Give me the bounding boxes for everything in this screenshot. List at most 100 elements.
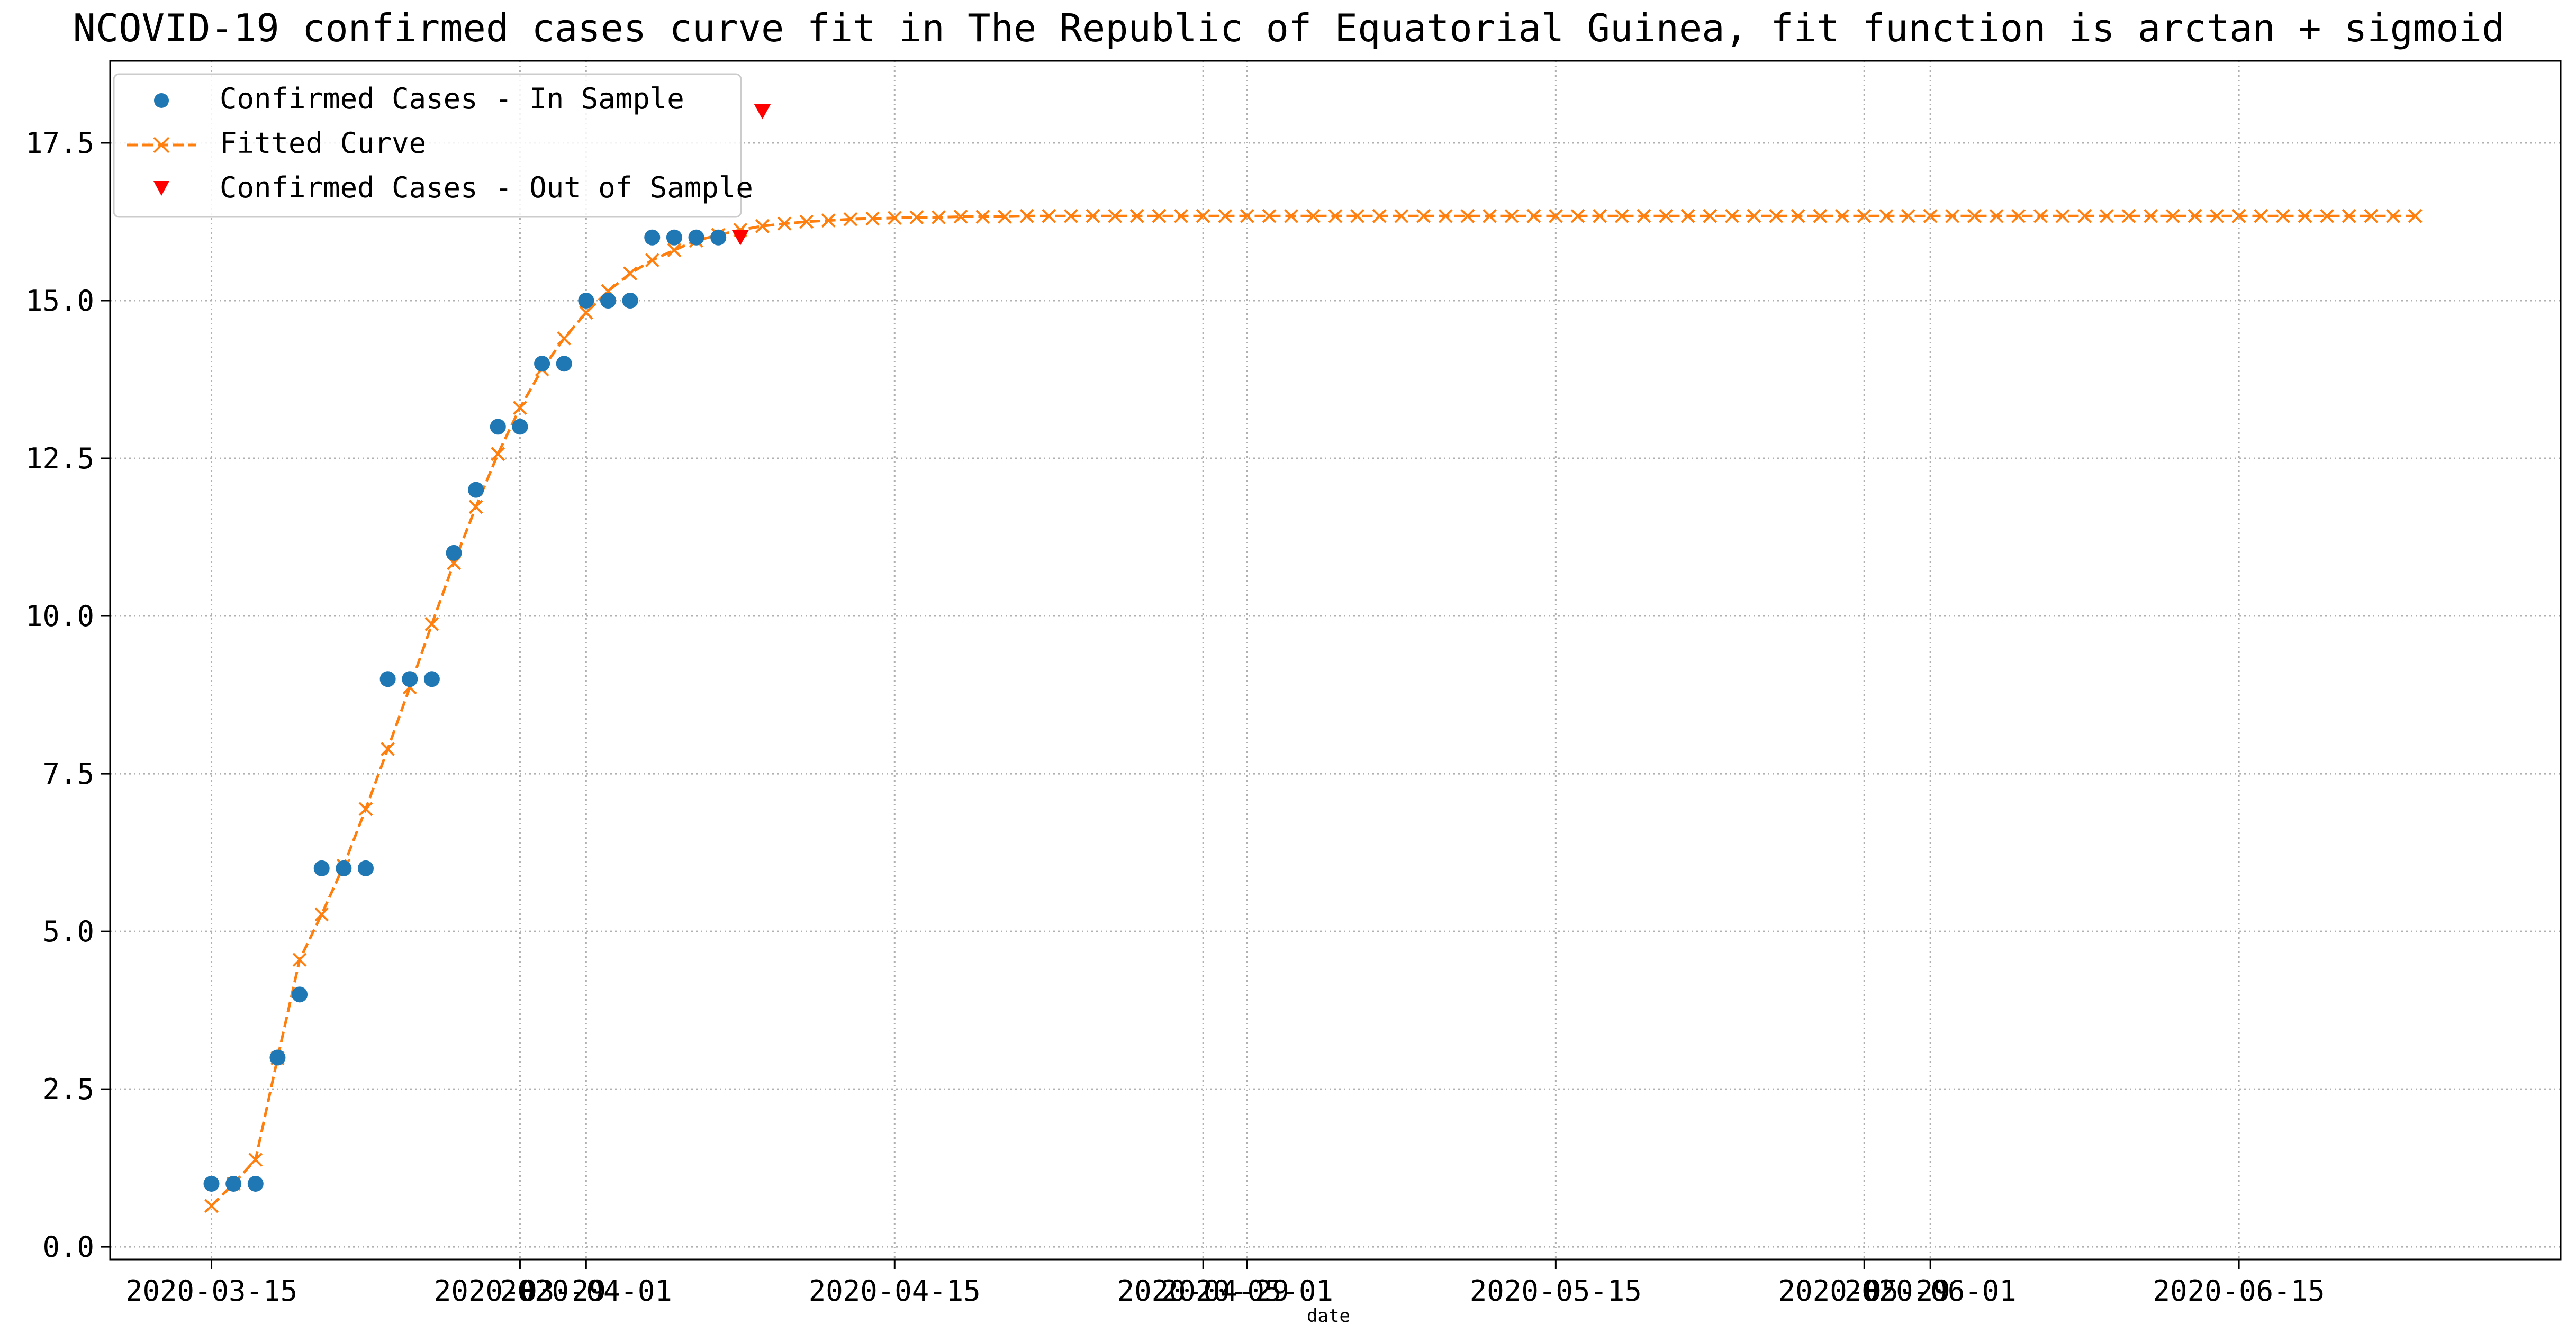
fitted-curve-point bbox=[645, 253, 659, 268]
out-of-sample-point bbox=[754, 104, 771, 120]
grid bbox=[110, 61, 2561, 1259]
fitted-curve-point bbox=[1967, 208, 1982, 223]
plot-frame bbox=[109, 60, 2562, 1261]
fitted-curve-point bbox=[2386, 208, 2400, 223]
in-sample-point bbox=[313, 860, 330, 876]
fitted-curve-point bbox=[2188, 208, 2202, 223]
x-axis-label: date bbox=[1307, 1305, 1350, 1327]
x-tick-label: 2020-06-15 bbox=[2153, 1274, 2325, 1308]
fitted-curve-point bbox=[1460, 208, 1475, 223]
x-tick-label: 2020-05-01 bbox=[1161, 1274, 1333, 1308]
fitted-curve-point bbox=[1526, 208, 1541, 223]
fitted-curve-point bbox=[777, 216, 792, 231]
fitted-curve-point bbox=[1262, 208, 1277, 223]
fitted-curve-point bbox=[1240, 208, 1254, 223]
fitted-curve-point bbox=[799, 214, 814, 229]
x-tick-label: 2020-06-01 bbox=[1845, 1274, 2017, 1308]
fitted-curve-point bbox=[1725, 208, 1739, 223]
fitted-curve-point bbox=[468, 500, 483, 514]
in-sample-series bbox=[203, 229, 727, 1192]
fitted-curve-point bbox=[1659, 208, 1673, 223]
fitted-curve-point bbox=[2231, 208, 2246, 223]
legend-box bbox=[113, 73, 742, 218]
out-of-sample-series bbox=[731, 104, 771, 246]
in-sample-point bbox=[357, 860, 374, 876]
in-sample-point bbox=[600, 293, 616, 309]
fitted-curve-point bbox=[843, 212, 858, 226]
fitted-curve-point bbox=[1196, 208, 1210, 223]
fitted-curve-point bbox=[2011, 208, 2026, 223]
fitted-curve-point bbox=[1747, 208, 1761, 223]
in-sample-point bbox=[644, 229, 661, 246]
in-sample-point bbox=[269, 1049, 286, 1066]
in-sample-point bbox=[622, 293, 638, 309]
fitted-curve-point bbox=[2033, 208, 2048, 223]
x-tick-label: 2020-04-15 bbox=[809, 1274, 981, 1308]
out-of-sample-point bbox=[731, 230, 749, 246]
fitted-curve-point bbox=[1416, 208, 1431, 223]
fitted-curve-point bbox=[755, 219, 770, 233]
fitted-curve-point bbox=[1791, 208, 1805, 223]
in-sample-point bbox=[423, 671, 440, 687]
y-tick-label: 2.5 bbox=[42, 1073, 94, 1106]
y-tick-label: 0.0 bbox=[42, 1230, 94, 1264]
fitted-curve-point bbox=[2165, 208, 2180, 223]
in-sample-point bbox=[292, 986, 308, 1003]
y-tick-label: 5.0 bbox=[42, 915, 94, 948]
fitted-curve-point bbox=[1372, 208, 1387, 223]
fitted-curve-point bbox=[1019, 208, 1034, 223]
in-sample-point bbox=[578, 293, 594, 309]
in-sample-point bbox=[490, 419, 506, 435]
y-axis: 0.0 2.5 5.0 7.5 10.0 12.5 15.0 17.5 bbox=[25, 126, 110, 1264]
fitted-curve-line bbox=[210, 214, 2416, 1207]
fitted-curve-point bbox=[1306, 208, 1321, 223]
fitted-curve-point bbox=[2077, 208, 2092, 223]
fitted-curve-point bbox=[865, 211, 880, 226]
legend-out-sample-label: Confirmed Cases - Out of Sample bbox=[220, 171, 753, 204]
fitted-curve-point bbox=[1923, 208, 1938, 223]
in-sample-point bbox=[556, 356, 572, 372]
x-tick-label: 2020-04-29 bbox=[1117, 1274, 1289, 1308]
fitted-curve-point bbox=[2364, 208, 2379, 223]
fitted-curve-point bbox=[424, 617, 439, 631]
legend-fit-marker bbox=[153, 137, 170, 153]
legend-fit-label: Fitted Curve bbox=[220, 126, 426, 160]
fitted-curve-point bbox=[1680, 208, 1695, 223]
fitted-curve-point bbox=[1570, 208, 1585, 223]
fitted-curve-point bbox=[2320, 208, 2335, 223]
fitted-curve-point bbox=[1394, 208, 1409, 223]
fitted-curve-point bbox=[1284, 208, 1299, 223]
fitted-curve-point bbox=[248, 1153, 263, 1167]
in-sample-point bbox=[446, 545, 462, 561]
fitted-curve-point bbox=[1857, 208, 1872, 223]
fitted-curve-point bbox=[887, 211, 902, 225]
fitted-curve-point bbox=[579, 305, 593, 320]
y-tick-label: 12.5 bbox=[25, 442, 94, 475]
y-tick-label: 10.0 bbox=[25, 600, 94, 633]
fitted-curve-point bbox=[2210, 208, 2224, 223]
in-sample-point bbox=[379, 671, 396, 687]
in-sample-point bbox=[468, 482, 484, 498]
y-tick-label: 17.5 bbox=[25, 126, 94, 160]
fitted-curve-point bbox=[932, 210, 946, 225]
fitted-curve-point bbox=[821, 213, 836, 228]
fitted-curve-point bbox=[2408, 208, 2423, 223]
fitted-curve-point bbox=[1593, 208, 1607, 223]
fitted-curve-point bbox=[1835, 208, 1850, 223]
fitted-curve-point bbox=[1174, 208, 1188, 223]
legend-in-sample-marker bbox=[154, 93, 169, 108]
y-tick-label: 7.5 bbox=[42, 757, 94, 791]
fitted-curve-point bbox=[1703, 208, 1718, 223]
fitted-curve-point bbox=[1614, 208, 1629, 223]
x-tick-label: 2020-05-29 bbox=[1778, 1274, 1950, 1308]
fitted-curve-point bbox=[1483, 208, 1497, 223]
y-tick-label: 15.0 bbox=[25, 284, 94, 318]
fitted-curve-point bbox=[292, 953, 307, 967]
fitted-curve-point bbox=[2121, 208, 2136, 223]
fitted-curve-point bbox=[1108, 208, 1123, 223]
fitted-curve-point bbox=[1504, 208, 1519, 223]
in-sample-point bbox=[402, 671, 418, 687]
x-tick-label: 2020-05-15 bbox=[1470, 1274, 1642, 1308]
legend: Confirmed Cases - In Sample Fitted Curve… bbox=[113, 73, 753, 218]
x-tick-label: 2020-04-01 bbox=[500, 1274, 672, 1308]
